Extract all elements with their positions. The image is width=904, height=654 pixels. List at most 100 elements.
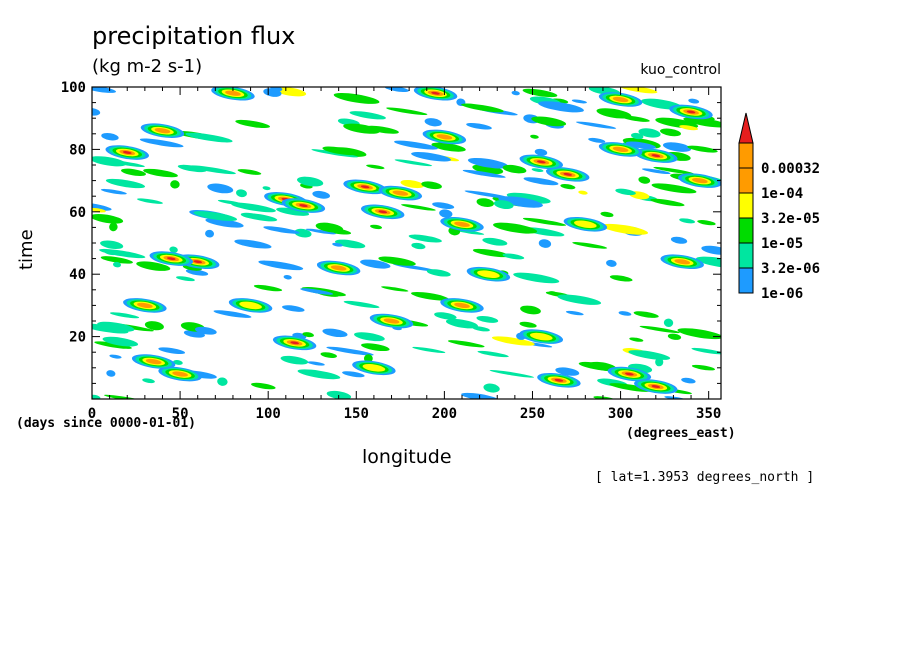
- precip-cell: [436, 134, 453, 140]
- precip-streak: [464, 190, 510, 199]
- precip-streak: [296, 176, 324, 187]
- precip-streak: [92, 156, 127, 167]
- precip-streak: [498, 196, 543, 208]
- precip-streak: [242, 213, 278, 222]
- precip-cell: [536, 160, 546, 164]
- precip-cell: [299, 204, 308, 208]
- precip-cell: [563, 172, 573, 176]
- precip-streak: [102, 336, 139, 347]
- precip-cell: [554, 378, 564, 382]
- precip-streak: [169, 246, 178, 253]
- colorbar-label: 1e-05: [761, 236, 803, 252]
- precip-streak: [683, 117, 721, 128]
- precip-streak: [663, 318, 674, 327]
- precip-streak: [534, 148, 548, 156]
- precip-streak: [412, 346, 446, 353]
- precip-cell: [330, 265, 347, 271]
- precip-cell: [290, 341, 299, 345]
- precip-streak: [326, 346, 374, 356]
- precip-streak: [143, 168, 178, 178]
- precip-field: [92, 87, 721, 399]
- precip-streak: [565, 310, 584, 316]
- precip-streak: [315, 222, 344, 233]
- precip-streak: [609, 275, 633, 282]
- precip-streak: [421, 181, 442, 190]
- precip-streak: [185, 269, 209, 276]
- colorbar-label: 3.2e-05: [761, 211, 820, 227]
- precip-streak: [121, 168, 146, 176]
- colorbar-label: 1e-06: [761, 286, 803, 302]
- precip-streak: [177, 164, 207, 173]
- colorbar-swatch: [738, 167, 754, 194]
- precip-streak: [311, 149, 358, 158]
- precip-streak: [491, 336, 535, 346]
- precip-streak: [297, 369, 341, 380]
- precip-cell: [477, 270, 500, 278]
- y-axis-units: (days since 0000-01-01): [16, 416, 197, 431]
- precip-streak: [424, 118, 442, 127]
- precip-streak: [650, 198, 685, 207]
- precip-streak: [342, 371, 365, 378]
- precip-streak: [555, 367, 580, 376]
- precip-streak: [625, 141, 657, 149]
- precip-streak: [136, 261, 171, 271]
- precip-streak: [188, 165, 236, 175]
- precip-streak: [109, 160, 145, 168]
- precip-streak: [600, 211, 614, 218]
- precip-streak: [213, 310, 252, 318]
- precip-streak: [251, 382, 276, 390]
- precip-streak: [462, 169, 506, 178]
- precip-streak: [235, 119, 271, 129]
- precip-streak: [520, 305, 541, 315]
- precip-streak: [230, 202, 276, 213]
- precip-streak: [106, 370, 116, 377]
- precip-streak: [322, 146, 358, 156]
- precip-cell: [574, 220, 597, 229]
- precip-streak: [343, 300, 380, 309]
- precip-streak: [185, 132, 233, 143]
- precip-streak: [411, 151, 452, 162]
- precip-streak: [305, 228, 336, 235]
- precip-streak: [466, 122, 492, 130]
- precip-cell: [612, 146, 629, 153]
- precip-streak: [302, 332, 314, 338]
- precip-streak: [137, 198, 163, 204]
- precip-cell: [651, 154, 661, 158]
- precip-streak: [606, 259, 617, 267]
- precip-streak: [557, 294, 602, 305]
- precip-streak: [681, 377, 696, 384]
- precip-cell: [383, 318, 400, 324]
- precip-streak: [307, 361, 325, 366]
- x-tick-label: 50: [172, 406, 189, 422]
- y-tick-label: 40: [69, 267, 86, 283]
- precip-streak: [195, 326, 217, 335]
- precip-streak: [109, 354, 122, 359]
- precip-streak: [170, 180, 180, 189]
- precip-streak: [688, 98, 700, 104]
- precip-streak: [432, 202, 455, 210]
- precip-streak: [679, 125, 699, 131]
- precip-streak: [401, 204, 436, 211]
- x-tick-label: 250: [520, 406, 545, 422]
- precip-streak: [426, 269, 451, 277]
- precip-streak: [670, 236, 688, 244]
- precip-streak: [408, 234, 442, 243]
- y-tick-label: 60: [69, 205, 86, 221]
- x-axis-label: longitude: [362, 446, 452, 468]
- x-tick-label: 0: [88, 406, 96, 422]
- precip-streak: [354, 332, 385, 342]
- precip-streak: [100, 188, 127, 195]
- precip-streak: [263, 226, 300, 234]
- precip-streak: [92, 202, 112, 211]
- precip-streak: [651, 183, 697, 194]
- precip-streak: [94, 341, 132, 349]
- precip-cell: [193, 260, 203, 264]
- precip-streak: [502, 164, 527, 174]
- precip-streak: [378, 256, 416, 266]
- precip-streak: [638, 176, 651, 184]
- precip-streak: [234, 239, 272, 249]
- precip-streak: [381, 286, 409, 292]
- precip-streak: [400, 179, 425, 189]
- colorbar-label: 0.00032: [761, 161, 820, 177]
